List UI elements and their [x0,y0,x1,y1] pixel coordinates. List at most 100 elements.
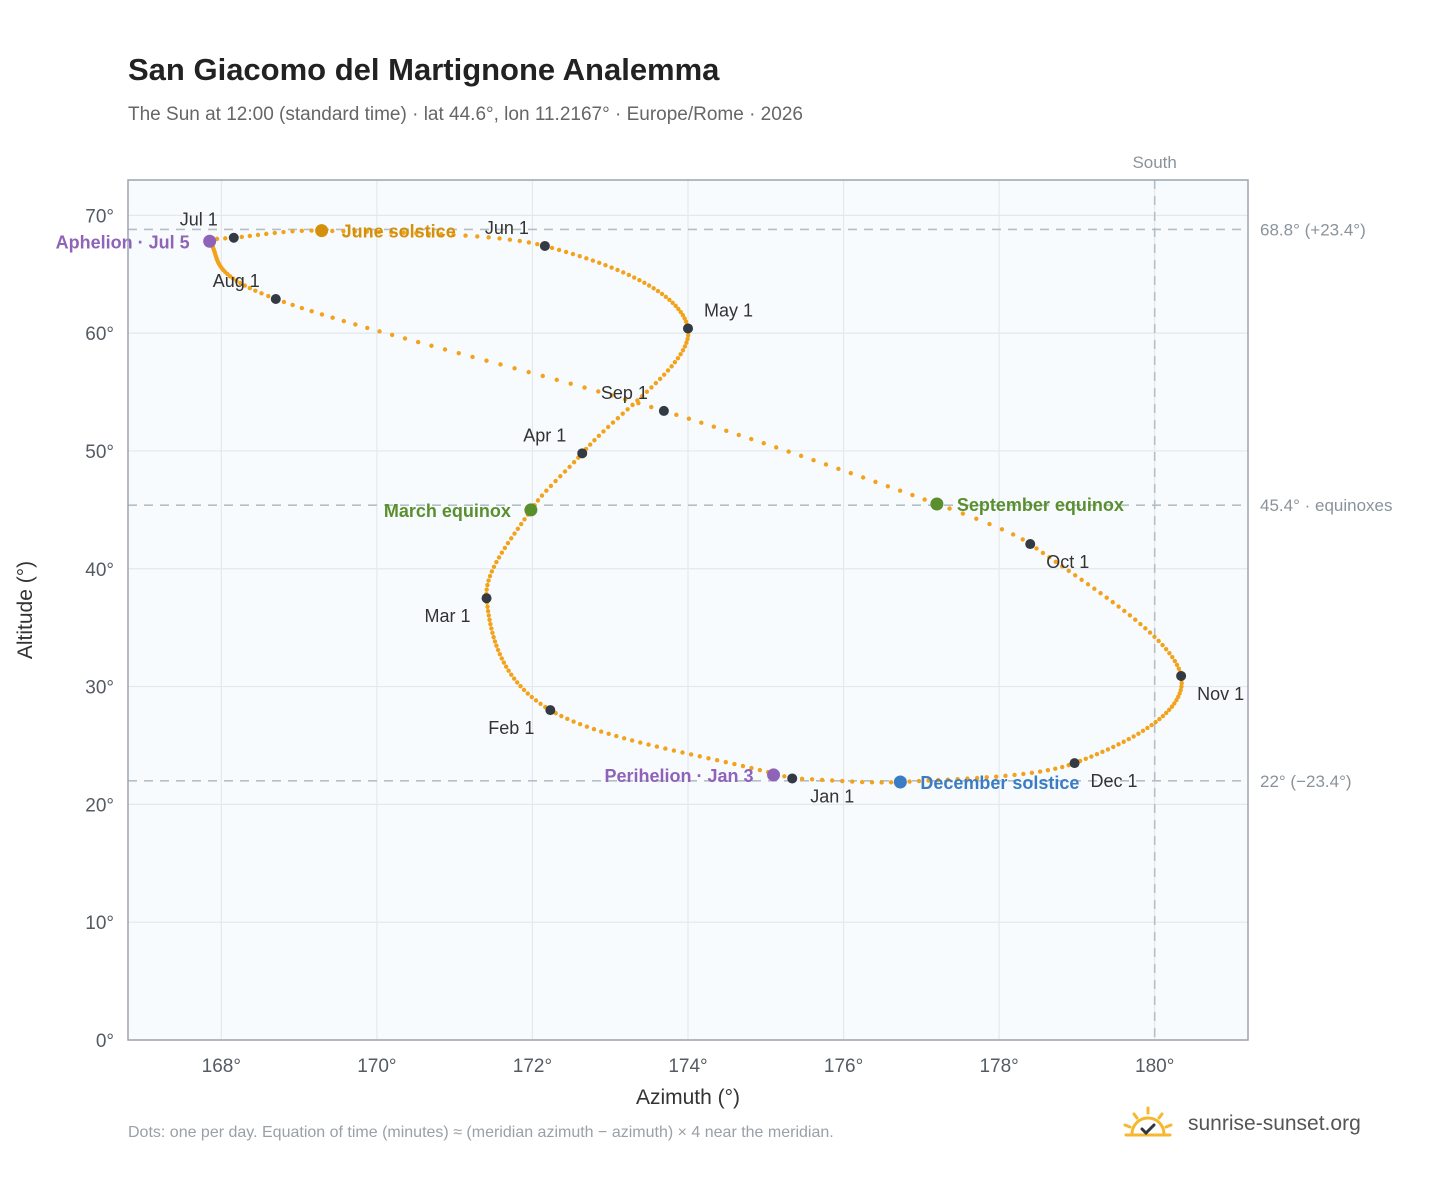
daily-sun-dot [529,694,534,700]
daily-sun-dot [685,333,691,338]
daily-sun-dot [526,369,531,375]
daily-sun-dot [533,698,539,703]
daily-sun-dot [497,236,502,241]
daily-sun-dot [491,634,496,640]
daily-sun-dot [259,291,264,296]
daily-sun-dot [1021,771,1026,777]
month-marker-label: Mar 1 [425,606,471,626]
daily-sun-dot [577,253,582,259]
grid-lines [128,180,1248,1041]
daily-sun-dot [638,740,643,745]
month-marker-label: Jan 1 [810,786,854,806]
daily-sun-dot [1166,707,1172,713]
x-tick-label: 172° [513,1056,552,1077]
y-tick-label: 10° [85,913,114,934]
daily-sun-dot [584,724,590,729]
daily-sun-dot [651,286,656,291]
daily-sun-dot [1079,577,1084,582]
daily-sun-dot [597,260,602,266]
daily-sun-dot [623,397,628,402]
daily-sun-dot [377,329,382,334]
daily-sun-dot [299,228,305,233]
daily-sun-dot [1153,719,1158,725]
daily-sun-dot [974,516,979,521]
event-marker-dot [524,503,538,517]
daily-sun-dot [330,228,335,234]
daily-sun-dot [659,291,665,297]
daily-sun-dot [582,385,587,390]
daily-sun-dot [1085,582,1091,587]
daily-sun-dot [506,668,511,673]
event-markers: March equinox June solstice September equi… [56,222,1124,793]
axes: 168° 170° 172° 174° 176° 178° 180° 0° 10° 20° 30° 4… [14,206,1174,1109]
daily-sun-dot [414,230,419,236]
month-marker-dot [683,323,693,334]
daily-sun-dot [809,777,815,782]
daily-sun-dot [558,474,563,479]
daily-sun-dot [290,229,295,234]
daily-sun-dot [1143,626,1148,631]
x-tick-label: 176° [824,1056,863,1077]
daily-sun-dot [365,325,370,331]
daily-sun-dot [525,691,530,696]
daily-sun-dot [376,229,382,235]
daily-sun-dot [1111,744,1116,750]
month-marker-label: Jul 1 [180,210,218,230]
month-marker-label: Feb 1 [488,718,534,738]
daily-sun-dot [1167,650,1172,656]
daily-sun-dot [649,404,654,410]
daily-sun-dot [672,360,678,365]
daily-sun-dot [1045,768,1051,773]
daily-sun-dot [1177,691,1182,696]
daily-sun-dot [830,778,835,783]
daily-sun-dot [685,336,690,342]
daily-sun-dot [945,777,951,782]
daily-sun-dot [955,776,960,782]
month-marker-dot [539,240,550,251]
daily-sun-dot [699,420,704,425]
x-tick-label: 174° [668,1056,707,1077]
daily-sun-dot [987,521,992,527]
daily-sun-dot [494,559,499,565]
month-markers: Jan 1 Feb 1 Mar 1 Apr 1 May 1 Jun 1 Jul 1 Aug 1… [180,210,1244,807]
daily-sun-dot [264,231,269,237]
month-marker-dot [545,705,556,716]
daily-sun-dot [490,630,495,636]
daily-sun-dot [879,780,884,785]
daily-sun-dot [330,315,335,320]
daily-sun-dot [615,267,620,273]
daily-sun-dot [463,233,468,238]
event-marker-dot [203,234,217,248]
brand[interactable]: sunrise-sunset.org [1122,1104,1361,1144]
daily-sun-dot [319,312,325,317]
daily-sun-dot [498,362,503,367]
daily-sun-dot [592,438,597,443]
y-tick-label: 40° [85,560,114,581]
daily-sun-dot [488,621,493,627]
daily-sun-dot [507,237,513,242]
daily-sun-dot [242,283,248,288]
daily-sun-dot [782,774,787,779]
chart-subtitle: The Sun at 12:00 (standard time) · lat 4… [128,104,803,125]
daily-sun-dot [281,229,286,235]
daily-sun-dot [341,228,346,234]
daily-sun-dot [1003,773,1008,779]
daily-sun-dot [1116,604,1121,609]
daily-sun-dot [503,664,509,669]
daily-sun-dot [590,258,596,263]
daily-sun-dot [1066,568,1071,573]
daily-sun-dot [495,647,501,653]
daily-sun-dot [1160,713,1166,719]
daily-sun-dot [601,429,606,434]
daily-sun-dot [535,241,540,247]
daily-sun-dot [675,356,681,361]
month-marker-label: Jun 1 [485,218,529,238]
daily-sun-dot [1122,608,1127,614]
daily-sun-dot [714,758,720,763]
daily-sun-dot [518,521,524,527]
daily-sun-dot [426,231,432,236]
daily-sun-dot [610,420,616,425]
daily-sun-dot [1104,595,1109,600]
daily-sun-dot [947,506,952,511]
daily-sun-dot [1176,666,1181,671]
